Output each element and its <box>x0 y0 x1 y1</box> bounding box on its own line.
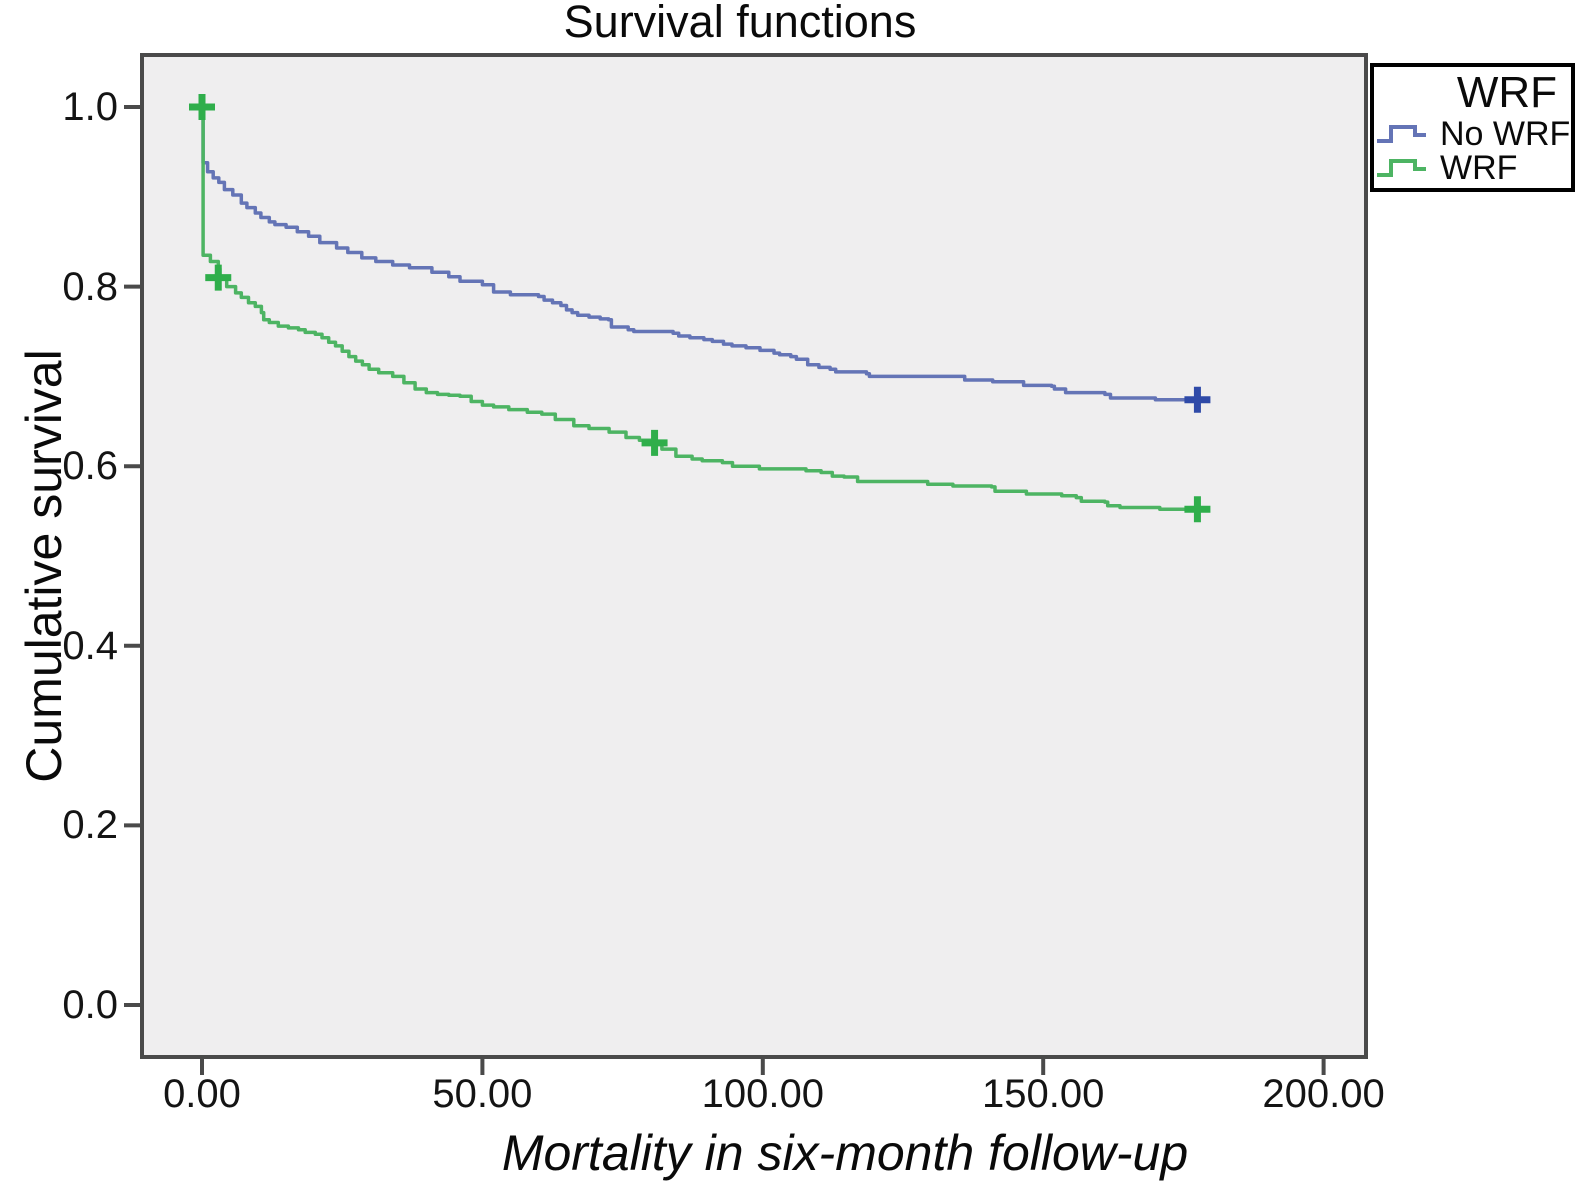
x-tick-label: 100.00 <box>701 1072 824 1116</box>
y-axis-title: Cumulative survival <box>16 349 72 783</box>
no-wrf-step-line-swatch <box>1377 125 1426 143</box>
legend-box: WRF No WRF WRF <box>1370 63 1575 192</box>
censor-mark <box>1184 386 1211 413</box>
censor-mark <box>189 94 215 120</box>
legend-entry-label-no-wrf: No WRF <box>1440 115 1571 153</box>
x-tick-label: 50.00 <box>432 1072 533 1116</box>
censor-mark <box>641 429 668 456</box>
legend-entry-no-wrf: No WRF <box>1374 117 1571 151</box>
y-tick-label: 1.0 <box>62 85 118 129</box>
no-wrf-curve <box>201 105 1198 402</box>
x-tick-label: 0.00 <box>163 1072 241 1116</box>
legend-title: WRF <box>1456 68 1557 117</box>
y-tick-label: 0.2 <box>62 803 118 848</box>
y-tick-label: 0.4 <box>62 623 118 668</box>
wrf-curve <box>201 105 1198 512</box>
legend-entry-label-wrf: WRF <box>1440 149 1518 187</box>
y-tick-label: 0.6 <box>62 444 118 489</box>
legend-entry-wrf: WRF <box>1374 151 1571 185</box>
x-tick-label: 200.00 <box>1262 1072 1385 1116</box>
wrf-step-line-swatch <box>1377 159 1426 177</box>
y-tick-label: 0.8 <box>62 264 118 309</box>
censor-mark <box>205 264 232 291</box>
x-axis-title: Mortality in six-month follow-up <box>501 1125 1189 1181</box>
plot-frame <box>140 53 1368 1059</box>
x-tick-label: 150.00 <box>982 1072 1105 1116</box>
censor-mark <box>1184 496 1211 523</box>
y-tick-label: 0.0 <box>62 983 118 1027</box>
chart-title: Survival functions <box>563 0 917 47</box>
